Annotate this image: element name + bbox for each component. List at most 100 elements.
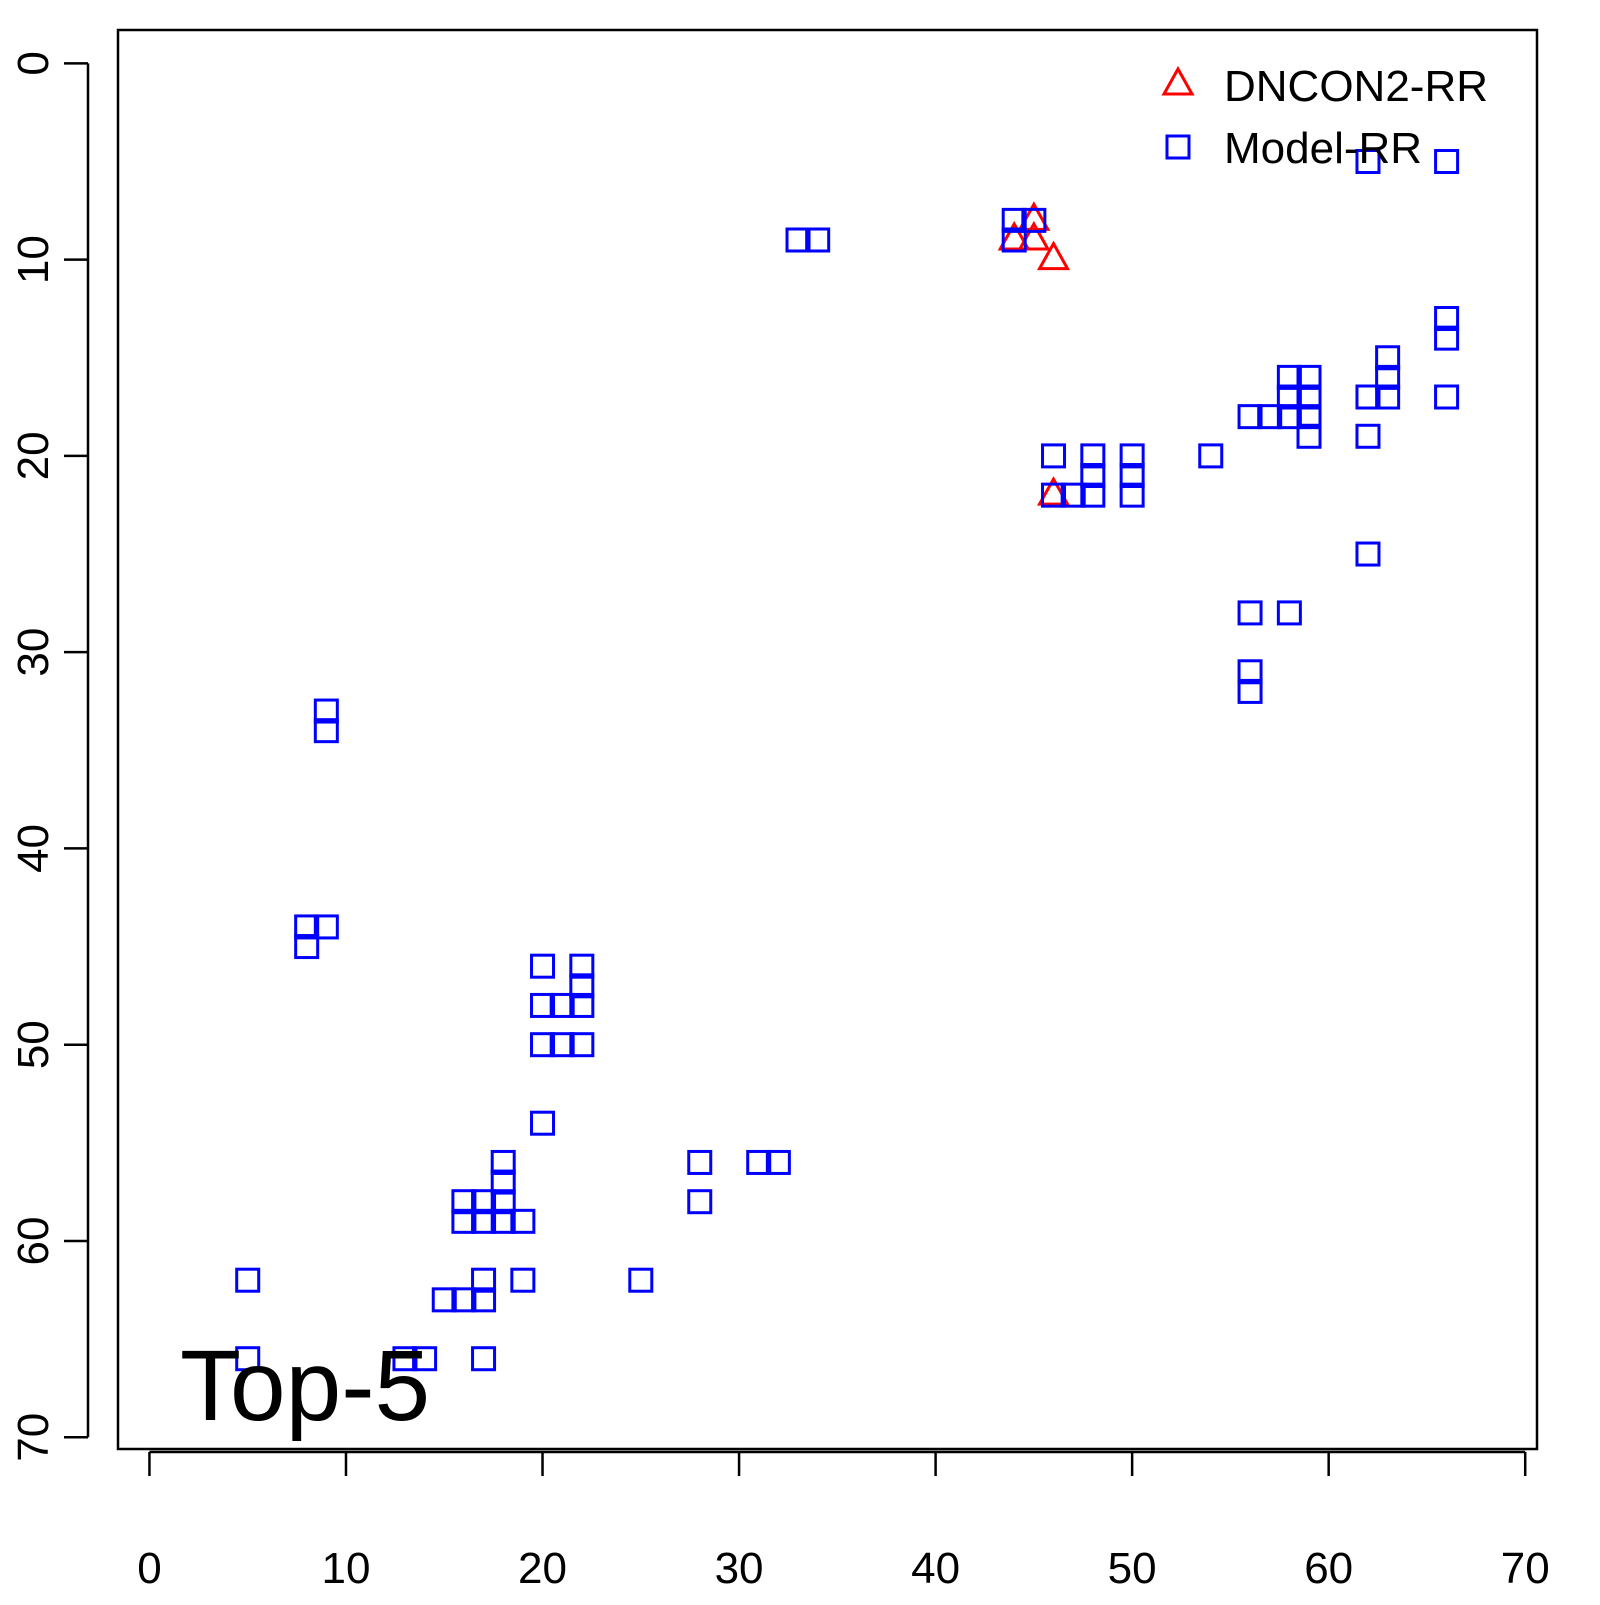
legend-marker bbox=[1161, 65, 1195, 96]
square-marker bbox=[1237, 404, 1263, 430]
square-marker bbox=[490, 1149, 516, 1175]
square-marker bbox=[1355, 148, 1381, 174]
square-marker bbox=[1198, 443, 1224, 469]
square-marker bbox=[1276, 600, 1302, 626]
square-marker bbox=[530, 992, 556, 1018]
triangle-marker bbox=[1036, 476, 1071, 506]
square-marker bbox=[313, 718, 339, 744]
triangle-marker bbox=[1017, 201, 1051, 231]
square-marker bbox=[490, 1208, 516, 1234]
square-marker bbox=[490, 1169, 516, 1195]
square-marker bbox=[392, 1346, 418, 1372]
square-marker bbox=[1296, 423, 1322, 449]
square-marker bbox=[1434, 148, 1460, 174]
square-marker bbox=[1276, 384, 1302, 410]
square-marker bbox=[471, 1287, 497, 1313]
square-marker bbox=[1296, 384, 1322, 410]
triangle-marker bbox=[997, 220, 1031, 251]
x-tick-label: 20 bbox=[518, 1544, 567, 1593]
square-marker bbox=[1375, 345, 1401, 371]
y-tick-label: 30 bbox=[9, 628, 58, 677]
square-marker bbox=[1296, 364, 1322, 390]
x-tick-label: 50 bbox=[1108, 1544, 1157, 1593]
x-tick-label: 30 bbox=[715, 1544, 764, 1593]
square-marker bbox=[1080, 443, 1106, 469]
y-tick-label: 40 bbox=[9, 824, 58, 873]
x-tick-label: 40 bbox=[911, 1544, 960, 1593]
square-marker bbox=[1080, 463, 1106, 489]
square-marker bbox=[1001, 227, 1027, 253]
square-marker bbox=[1434, 325, 1460, 351]
square-marker bbox=[412, 1346, 438, 1372]
square-marker bbox=[1375, 384, 1401, 410]
square-marker bbox=[451, 1189, 477, 1215]
x-tick-label: 10 bbox=[322, 1544, 371, 1593]
legend-label: Model-RR bbox=[1224, 124, 1422, 173]
legend-marker bbox=[1165, 134, 1191, 160]
square-marker bbox=[451, 1287, 477, 1313]
square-marker bbox=[746, 1149, 772, 1175]
square-marker bbox=[1041, 443, 1067, 469]
square-marker bbox=[1080, 482, 1106, 508]
square-marker bbox=[765, 1149, 791, 1175]
annotation: Top-5 bbox=[180, 1330, 430, 1442]
square-marker bbox=[1355, 541, 1381, 567]
square-marker bbox=[805, 227, 831, 253]
y-tick-label: 70 bbox=[9, 1413, 58, 1462]
square-marker bbox=[471, 1267, 497, 1293]
x-tick-label: 60 bbox=[1304, 1544, 1353, 1593]
square-marker bbox=[471, 1208, 497, 1234]
square-marker bbox=[569, 953, 595, 979]
triangle-marker bbox=[1036, 240, 1071, 271]
square-marker bbox=[313, 698, 339, 724]
square-marker bbox=[294, 914, 320, 940]
square-marker bbox=[510, 1267, 536, 1293]
square-marker bbox=[1060, 482, 1086, 508]
square-marker bbox=[1021, 207, 1047, 233]
square-marker bbox=[687, 1189, 713, 1215]
square-marker bbox=[471, 1189, 497, 1215]
square-marker bbox=[1237, 678, 1263, 704]
square-marker bbox=[235, 1267, 261, 1293]
square-marker bbox=[1001, 207, 1027, 233]
plot-frame bbox=[116, 28, 1539, 1451]
y-tick-label: 60 bbox=[9, 1216, 58, 1265]
legend-label: DNCON2-RR bbox=[1224, 62, 1488, 111]
square-marker bbox=[785, 227, 811, 253]
square-marker bbox=[1119, 482, 1145, 508]
y-tick-label: 10 bbox=[9, 235, 58, 284]
triangle-marker bbox=[1017, 220, 1051, 251]
square-marker bbox=[549, 992, 575, 1018]
square-marker bbox=[1119, 463, 1145, 489]
square-marker bbox=[510, 1208, 536, 1234]
square-marker bbox=[1355, 423, 1381, 449]
y-tick-label: 0 bbox=[9, 51, 58, 75]
square-marker bbox=[1375, 364, 1401, 390]
square-marker bbox=[471, 1346, 497, 1372]
square-marker bbox=[1276, 404, 1302, 430]
square-marker bbox=[1296, 404, 1322, 430]
square-marker bbox=[569, 973, 595, 999]
x-tick-label: 0 bbox=[137, 1544, 161, 1593]
square-marker bbox=[1119, 443, 1145, 469]
square-marker bbox=[1434, 384, 1460, 410]
square-marker bbox=[1276, 364, 1302, 390]
square-marker bbox=[569, 1032, 595, 1058]
square-marker bbox=[431, 1287, 457, 1313]
square-marker bbox=[235, 1346, 261, 1372]
square-marker bbox=[1041, 482, 1067, 508]
square-marker bbox=[1237, 659, 1263, 685]
square-marker bbox=[294, 934, 320, 960]
y-tick-label: 20 bbox=[9, 431, 58, 480]
square-marker bbox=[530, 1032, 556, 1058]
square-marker bbox=[451, 1208, 477, 1234]
x-tick-label: 70 bbox=[1501, 1544, 1550, 1593]
square-marker bbox=[313, 914, 339, 940]
square-marker bbox=[530, 1110, 556, 1136]
square-marker bbox=[687, 1149, 713, 1175]
square-marker bbox=[490, 1189, 516, 1215]
square-marker bbox=[1434, 306, 1460, 332]
square-marker bbox=[1237, 600, 1263, 626]
square-marker bbox=[1355, 384, 1381, 410]
